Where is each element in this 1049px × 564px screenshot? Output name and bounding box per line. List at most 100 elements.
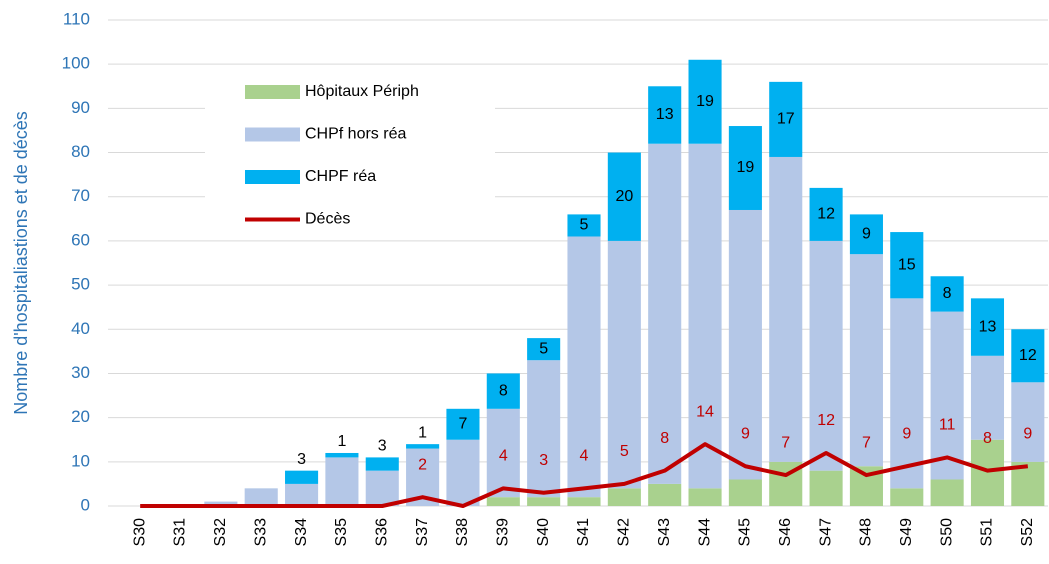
bar-segment [446,439,480,506]
x-tick-label: S46 [777,518,794,547]
bar-segment [285,470,319,484]
data-label: 12 [817,412,835,429]
y-tick-label: 110 [63,9,90,28]
legend-swatch [245,85,300,99]
x-tick-label: S49 [898,518,915,547]
x-tick-label: S35 [333,518,350,547]
legend-label: Hôpitaux Périph [305,83,419,100]
y-tick-label: 30 [71,363,90,382]
x-tick-label: S36 [373,518,390,547]
bar-segment [244,488,278,506]
bar-segment [527,338,561,361]
y-axis-title: Nombre d'hospitaliastions et de décès [11,111,31,415]
x-tick-label: S40 [535,518,552,547]
data-label: 9 [741,425,750,442]
data-label: 3 [297,451,306,468]
x-tick-label: S33 [252,518,269,547]
x-tick-label: S51 [979,518,996,547]
data-label: 12 [817,206,835,223]
data-label: 17 [777,111,795,128]
data-label: 12 [1019,347,1037,364]
legend-label: CHPF réa [305,168,376,185]
bar-segment [648,86,682,144]
bar-segment [849,214,883,255]
x-tick-label: S45 [737,518,754,547]
bar-segment [809,470,843,506]
x-tick-label: S31 [172,518,189,547]
data-label: 14 [696,403,714,420]
bar-segment [1011,382,1045,462]
bar-segment [607,488,641,506]
data-label: 5 [539,340,548,357]
x-tick-label: S44 [696,518,713,547]
bar-segment [486,497,520,506]
x-tick-label: S47 [817,518,834,547]
y-tick-label: 0 [81,495,90,514]
bar-segment [970,439,1005,506]
bar-segment [809,187,843,241]
y-tick-label: 90 [71,98,90,117]
bar-segment [285,483,319,506]
bar-segment [849,254,883,467]
x-tick-label: S42 [616,518,633,547]
bar-segment [890,298,924,489]
x-tick-label: S52 [1019,518,1036,547]
y-tick-label: 60 [71,230,90,249]
data-label: 3 [539,452,548,469]
y-tick-label: 40 [71,319,90,338]
data-label: 1 [337,433,346,450]
x-tick-label: S50 [938,518,955,547]
bar-segment [728,209,762,480]
legend-swatch [245,170,300,184]
data-label: 9 [902,425,911,442]
x-tick-label: S48 [858,518,875,547]
bar-segment [890,488,924,506]
data-label: 7 [862,434,871,451]
data-label: 2 [418,456,427,473]
x-tick-label: S43 [656,518,673,547]
data-label: 9 [1023,425,1032,442]
data-label: 8 [660,430,669,447]
bar-segment [930,311,964,480]
legend-label: CHPf hors réa [305,126,406,143]
bar-segment [688,143,722,489]
legend-swatch [245,127,300,142]
data-label: 5 [620,443,629,460]
bar-segment [365,457,399,471]
data-label: 13 [979,318,997,335]
y-tick-label: 20 [71,407,90,426]
bar-segment [567,497,601,506]
data-label: 9 [862,226,871,243]
y-tick-label: 50 [71,275,90,294]
x-tick-label: S38 [454,518,471,547]
x-tick-label: S37 [414,518,431,547]
bar-segment [648,483,682,506]
y-tick-label: 70 [71,186,90,205]
x-tick-label: S39 [495,518,512,547]
y-tick-label: 100 [62,54,90,73]
data-label: 3 [378,438,387,455]
bar-segment [890,232,924,299]
x-tick-label: S32 [212,518,229,547]
legend: Hôpitaux Périph CHPf hors réa CHPF réa Décè… [205,70,495,240]
bar-segment [648,143,682,484]
data-label: 19 [736,159,754,176]
data-label: 11 [939,417,956,434]
bar-segment [688,59,722,144]
data-label: 7 [781,434,790,451]
data-label: 4 [580,448,589,465]
x-tick-label: S34 [293,518,310,547]
bar-segment [406,444,440,449]
data-label: 13 [656,106,674,123]
data-label: 8 [499,382,508,399]
bar-segment [769,81,803,157]
bar-segment [728,126,762,210]
bar-segment [607,240,641,489]
bar-segment [970,298,1005,356]
data-label: 20 [615,188,633,205]
bar-segment [446,408,480,440]
legend-label: Décès [305,211,350,228]
x-tick-label: S41 [575,518,592,547]
bar-segment [325,457,359,506]
